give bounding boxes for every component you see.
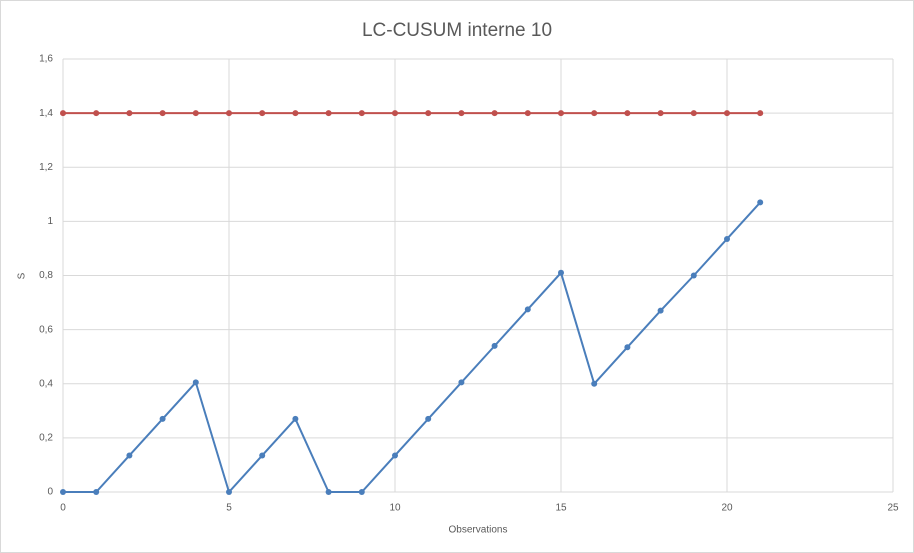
marker (126, 452, 133, 459)
marker (724, 235, 730, 242)
y-tick-label: 0 (47, 487, 53, 498)
x-axis-label: Observations (449, 525, 508, 536)
marker (226, 489, 232, 495)
marker (192, 110, 199, 117)
marker (690, 110, 697, 117)
marker (292, 415, 299, 422)
chart-title: LC-CUSUM interne 10 (362, 20, 552, 41)
y-tick-label: 1,4 (39, 108, 53, 119)
x-tick-label: 15 (555, 503, 567, 514)
marker (724, 110, 730, 117)
marker (60, 489, 66, 495)
y-tick-label: 1,2 (39, 162, 53, 173)
series-line (63, 201, 761, 494)
marker (657, 110, 664, 117)
marker (392, 110, 398, 117)
y-tick-label: 0,4 (39, 378, 53, 389)
y-axis-label: S (17, 272, 28, 279)
marker (624, 110, 631, 117)
marker (757, 110, 764, 117)
marker (591, 110, 598, 117)
marker (159, 415, 166, 422)
x-tick-label: 10 (389, 503, 401, 514)
y-tick-label: 0,2 (39, 433, 53, 444)
marker (624, 344, 631, 351)
y-tick-label: 1,6 (39, 54, 53, 65)
y-tick-label: 0,8 (39, 270, 53, 281)
marker (159, 110, 166, 117)
marker (93, 489, 100, 495)
marker (690, 272, 697, 279)
marker (591, 380, 598, 387)
marker (226, 110, 232, 117)
marker (558, 110, 564, 117)
y-tick-label: 1 (47, 216, 53, 227)
y-tick-label: 0,6 (39, 324, 53, 335)
marker (458, 110, 465, 117)
marker (425, 415, 432, 422)
marker (259, 452, 266, 459)
marker (358, 489, 365, 495)
marker (524, 306, 531, 313)
marker (757, 199, 764, 206)
marker (325, 489, 332, 495)
marker (60, 110, 66, 117)
marker (93, 110, 100, 117)
marker (524, 110, 531, 117)
marker (491, 342, 498, 349)
marker (358, 110, 365, 117)
marker (392, 452, 398, 459)
x-tick-label: 0 (60, 503, 66, 514)
marker (425, 110, 432, 117)
marker (558, 269, 564, 276)
marker (126, 110, 133, 117)
marker (325, 110, 332, 117)
marker (192, 379, 199, 386)
marker (292, 110, 299, 117)
x-tick-label: 25 (887, 503, 899, 514)
marker (259, 110, 266, 117)
marker (458, 379, 465, 386)
marker (657, 307, 664, 314)
marker (491, 110, 498, 117)
x-tick-label: 5 (226, 503, 232, 514)
x-tick-label: 20 (721, 503, 733, 514)
